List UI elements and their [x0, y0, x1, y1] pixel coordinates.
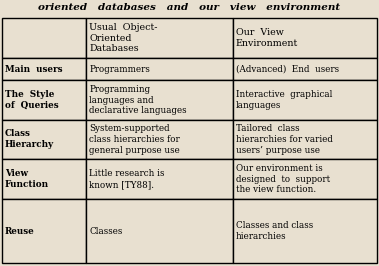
Text: System-supported
class hierarchies for
general purpose use: System-supported class hierarchies for g…	[89, 124, 180, 155]
Bar	[233, 120, 377, 159]
Text: (Advanced)  End  users: (Advanced) End users	[236, 65, 339, 74]
Bar	[86, 59, 233, 81]
Bar	[2, 81, 86, 120]
Text: Class
Hierarchy: Class Hierarchy	[5, 129, 54, 149]
Text: Programming
languages and
declarative languages: Programming languages and declarative la…	[89, 85, 187, 115]
Bar	[233, 159, 377, 199]
Text: Classes and class
hierarchies: Classes and class hierarchies	[236, 221, 313, 241]
Bar	[2, 159, 86, 199]
Bar	[233, 18, 377, 59]
Text: Reuse: Reuse	[5, 227, 35, 236]
Bar	[233, 81, 377, 120]
Bar	[2, 18, 86, 59]
Bar	[86, 199, 233, 263]
Text: Little research is
known [TY88].: Little research is known [TY88].	[89, 169, 165, 189]
Text: Interactive  graphical
languages: Interactive graphical languages	[236, 90, 332, 110]
Text: Tailored  class
hierarchies for varied
users’ purpose use: Tailored class hierarchies for varied us…	[236, 124, 332, 155]
Bar	[233, 199, 377, 263]
Bar	[2, 59, 86, 81]
Bar	[86, 159, 233, 199]
Bar	[2, 120, 86, 159]
Text: The  Style
of  Queries: The Style of Queries	[5, 90, 59, 110]
Bar	[233, 59, 377, 81]
Text: Programmers: Programmers	[89, 65, 150, 74]
Text: Classes: Classes	[89, 227, 123, 236]
Bar	[2, 199, 86, 263]
Bar	[86, 120, 233, 159]
Text: Usual  Object-
Oriented
Databases: Usual Object- Oriented Databases	[89, 23, 158, 53]
Text: oriented   databases   and   our   view   environment: oriented databases and our view environm…	[38, 3, 341, 13]
Text: View
Function: View Function	[5, 169, 49, 189]
Bar	[86, 18, 233, 59]
Bar	[86, 81, 233, 120]
Text: Our environment is
designed  to  support
the view function.: Our environment is designed to support t…	[236, 164, 330, 194]
Text: Main  users: Main users	[5, 65, 63, 74]
Text: Our  View
Environment: Our View Environment	[236, 28, 298, 48]
